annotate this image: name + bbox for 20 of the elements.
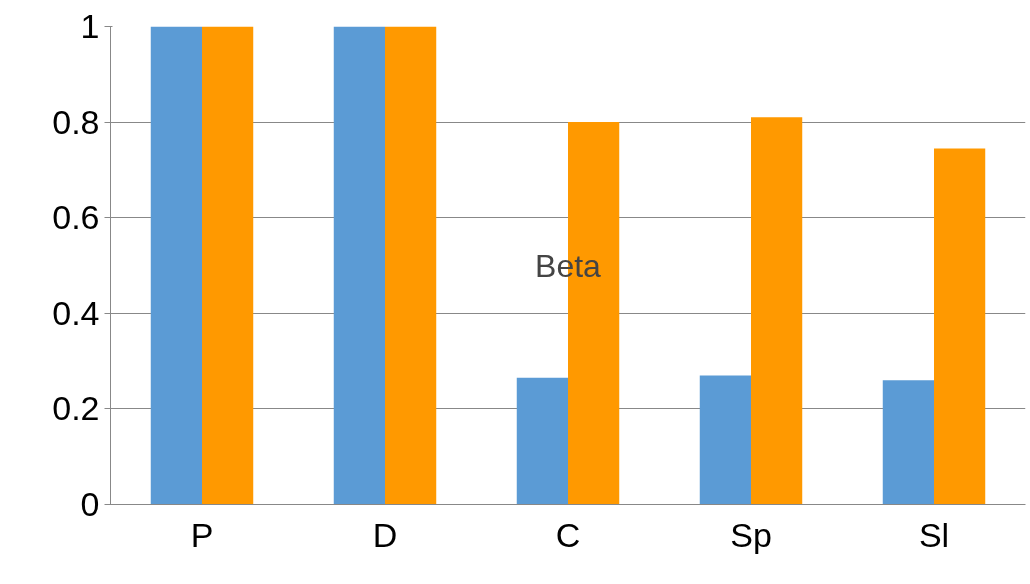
bar (150, 26, 202, 505)
y-tick-label: 0.6 (52, 198, 100, 237)
x-tick-label: C (555, 515, 581, 554)
x-tick-label: Sp (730, 515, 772, 554)
bar (516, 377, 568, 505)
y-tick-label: 0 (80, 485, 100, 523)
bar (202, 26, 254, 505)
bar (882, 380, 934, 505)
bar (699, 375, 751, 505)
y-tick-label: 0.2 (52, 389, 100, 428)
y-tick-label: 1 (80, 7, 100, 45)
x-tick-label: Sl (918, 515, 950, 554)
x-tick-label: P (190, 515, 214, 554)
bar (751, 117, 803, 505)
bar (333, 26, 385, 505)
y-tick-label: 0.4 (52, 293, 100, 332)
y-tick-label: 0.8 (52, 102, 100, 141)
x-tick-label: D (372, 515, 398, 554)
bar (934, 148, 986, 505)
bar (385, 26, 437, 505)
